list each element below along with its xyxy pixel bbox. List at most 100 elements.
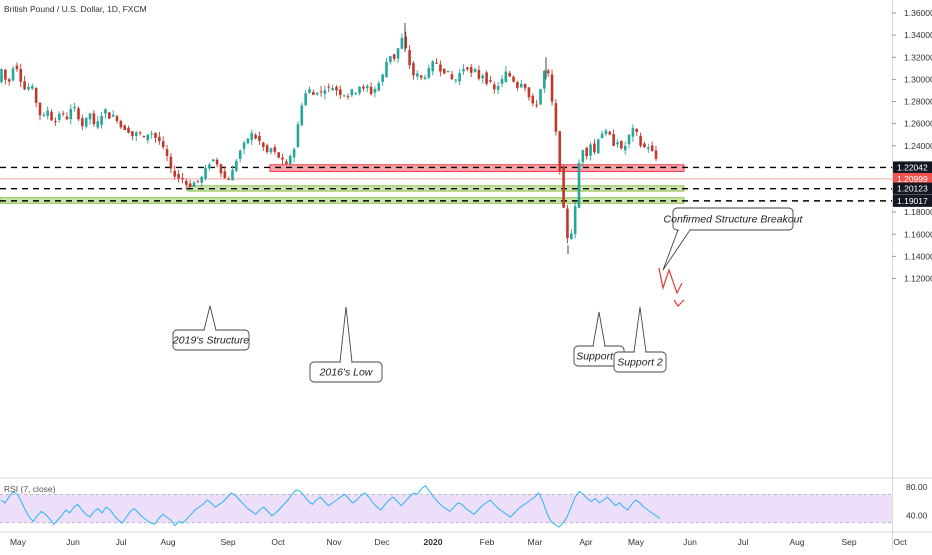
candle	[250, 129, 254, 146]
candle	[516, 80, 519, 91]
price-tick-label: 1.32000	[904, 52, 932, 62]
candle	[246, 138, 250, 145]
time-tick-label: Jun	[683, 537, 697, 547]
candle	[473, 67, 477, 73]
candle	[154, 132, 157, 143]
candle	[258, 131, 261, 145]
time-tick-label: Dec	[374, 537, 390, 547]
projection-arrowhead-icon	[673, 299, 685, 307]
candle	[54, 117, 57, 126]
candle	[265, 143, 269, 154]
candle	[177, 169, 180, 183]
candle	[389, 56, 392, 65]
candle	[639, 132, 642, 148]
callout-support-2[interactable]: Support 2	[613, 306, 667, 373]
candle	[219, 163, 223, 178]
callout-support-1[interactable]: Support 1	[573, 311, 625, 367]
candle	[31, 83, 34, 90]
candle	[84, 117, 88, 129]
candle	[165, 144, 169, 162]
candle	[196, 180, 200, 184]
candle	[612, 129, 615, 147]
candle	[88, 113, 92, 125]
candle	[539, 88, 542, 106]
candle	[242, 140, 246, 155]
candle	[570, 229, 573, 240]
projection-path[interactable]	[658, 267, 683, 295]
rsi-line	[0, 485, 661, 528]
candle	[200, 175, 203, 187]
candle	[335, 85, 338, 96]
candle	[339, 85, 342, 99]
time-tick-label: Apr	[579, 537, 592, 547]
candle	[158, 131, 161, 145]
candle	[354, 92, 357, 95]
candle	[631, 124, 635, 142]
candle	[208, 162, 211, 171]
candle	[412, 60, 415, 80]
rsi-tick-label: 40.00	[906, 511, 928, 521]
candle	[34, 87, 38, 108]
callout-2019-structure[interactable]: 2019's Structure	[172, 305, 250, 351]
rsi-label: RSI (7, close)	[4, 484, 56, 494]
callout-text: Confirmed Structure Breakout	[664, 214, 804, 226]
candle	[481, 73, 485, 84]
price-tick-label: 1.28000	[904, 97, 932, 107]
candle	[42, 112, 46, 118]
time-tick-label: Aug	[160, 537, 175, 547]
price-tick-label: 1.12000	[904, 274, 932, 284]
candle	[115, 114, 119, 124]
candle	[558, 130, 562, 175]
candle	[650, 141, 654, 152]
candle	[493, 81, 496, 94]
price-label-box	[893, 172, 932, 185]
callout-confirmed-breakout[interactable]: Confirmed Structure Breakout	[662, 207, 804, 271]
candle	[327, 83, 331, 93]
candle	[96, 116, 100, 130]
candle	[500, 75, 504, 88]
candle	[292, 147, 296, 163]
candle	[450, 70, 454, 80]
candle	[543, 69, 546, 93]
candle	[204, 164, 207, 181]
candle	[589, 142, 592, 161]
candle	[369, 82, 373, 96]
time-tick-label: Oct	[271, 537, 285, 547]
callout-2016-low[interactable]: 2016's Low	[309, 306, 383, 383]
candle	[458, 69, 461, 86]
time-tick-label: Aug	[789, 537, 804, 547]
candle	[319, 85, 323, 97]
price-tick-label: 1.30000	[904, 74, 932, 84]
candle	[142, 135, 146, 138]
candle	[423, 74, 427, 81]
candle	[431, 60, 434, 76]
candle	[223, 166, 227, 179]
candle	[385, 57, 388, 78]
candle	[296, 121, 300, 148]
candle	[65, 112, 69, 121]
price-label-text: 1.22042	[897, 162, 928, 172]
candle	[627, 134, 631, 149]
candle	[489, 76, 492, 83]
candle	[620, 140, 623, 150]
price-label-text: 1.20999	[897, 174, 928, 184]
candle	[604, 128, 608, 137]
candle	[508, 70, 511, 78]
candle	[308, 86, 311, 94]
candle	[523, 83, 527, 92]
candle	[654, 146, 658, 162]
candle	[315, 92, 319, 97]
candle	[416, 70, 419, 80]
candle	[61, 110, 65, 117]
candle	[454, 78, 458, 84]
candle	[285, 159, 288, 165]
candle	[277, 151, 280, 159]
price-label-text: 1.19017	[897, 196, 928, 206]
candle	[404, 31, 408, 50]
time-tick-label: 2020	[424, 537, 443, 547]
candle	[608, 130, 612, 136]
candle	[346, 93, 350, 100]
candle	[600, 130, 604, 139]
